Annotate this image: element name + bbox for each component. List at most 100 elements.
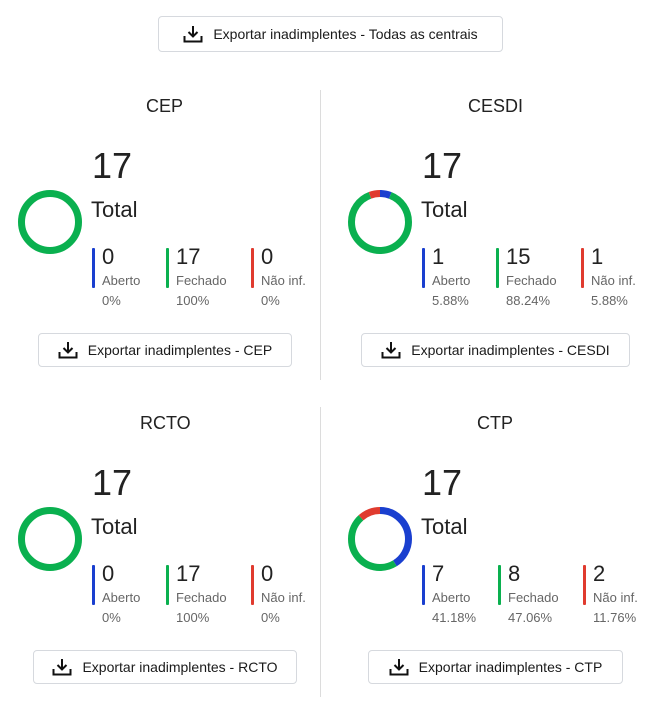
donut-segment-fechado bbox=[18, 507, 82, 571]
total-count: 17 bbox=[92, 145, 133, 186]
column-divider-top bbox=[320, 90, 321, 380]
aberto-bar bbox=[92, 248, 95, 288]
stat-label: Fechado bbox=[176, 273, 227, 288]
stat-percent: 88.24% bbox=[506, 293, 551, 308]
export-label: Exportar inadimplentes - CTP bbox=[418, 659, 603, 675]
total-label: Total bbox=[91, 514, 138, 539]
total-count: 17 bbox=[92, 462, 133, 503]
stat-percent: 0% bbox=[261, 610, 280, 625]
panel-title: RCTO bbox=[140, 413, 191, 433]
stat-value: 0 bbox=[261, 561, 274, 586]
nao-inf-bar bbox=[583, 565, 586, 605]
export-rcto-button[interactable]: Exportar inadimplentes - RCTO bbox=[33, 650, 297, 684]
total-count: 17 bbox=[422, 145, 463, 186]
total-label: Total bbox=[91, 197, 138, 222]
stat-aberto: 0 Aberto 0% bbox=[92, 246, 140, 309]
stat-percent: 47.06% bbox=[508, 610, 553, 625]
stat-label: Aberto bbox=[102, 590, 141, 605]
donut-segment-fechado bbox=[18, 190, 82, 254]
donut-segment-fechado bbox=[348, 507, 412, 571]
total-label: Total bbox=[421, 197, 468, 222]
stat-label: Fechado bbox=[508, 590, 559, 605]
download-icon bbox=[381, 341, 401, 359]
stat-percent: 100% bbox=[176, 610, 210, 625]
stat-label: Não inf. bbox=[261, 590, 306, 605]
export-all-button[interactable]: Exportar inadimplentes - Todas as centra… bbox=[158, 16, 503, 52]
stat-label: Fechado bbox=[506, 273, 557, 288]
stat-fechado: 17 Fechado 100% bbox=[166, 246, 227, 309]
fechado-bar bbox=[166, 565, 169, 605]
panel-title: CTP bbox=[477, 413, 513, 433]
panel-ctp: CTP 17 Total 7 Aberto 41.18% 8 Fechado 4… bbox=[330, 413, 650, 701]
download-icon bbox=[183, 25, 203, 43]
panel-cesdi: CESDI 17 Total 1 Aberto 5.88% 15 Fechado… bbox=[330, 96, 650, 396]
status-donut-chart bbox=[348, 507, 412, 571]
stat-value: 2 bbox=[593, 561, 606, 586]
total-count: 17 bbox=[422, 462, 463, 503]
stat-value: 7 bbox=[432, 561, 445, 586]
download-icon bbox=[389, 658, 409, 676]
stat-percent: 5.88% bbox=[432, 293, 469, 308]
stat-label: Não inf. bbox=[591, 273, 636, 288]
stat-percent: 5.88% bbox=[591, 293, 628, 308]
donut-segment-nao-inf bbox=[348, 507, 412, 571]
stat-nao-inf: 2 Não inf. 11.76% bbox=[583, 563, 638, 626]
status-donut-chart bbox=[348, 190, 412, 254]
stat-value: 15 bbox=[506, 244, 531, 269]
status-donut-chart bbox=[18, 190, 82, 254]
export-label: Exportar inadimplentes - CESDI bbox=[411, 342, 610, 358]
stat-percent: 11.76% bbox=[593, 610, 637, 625]
stat-percent: 0% bbox=[102, 293, 121, 308]
stat-fechado: 17 Fechado 100% bbox=[166, 563, 227, 626]
stat-fechado: 15 Fechado 88.24% bbox=[496, 246, 557, 309]
nao-inf-bar bbox=[251, 248, 254, 288]
donut-segment-fechado bbox=[348, 190, 412, 254]
status-donut-chart bbox=[18, 507, 82, 571]
fechado-bar bbox=[498, 565, 501, 605]
stat-value: 0 bbox=[102, 561, 115, 586]
fechado-bar bbox=[496, 248, 499, 288]
stat-value: 17 bbox=[176, 561, 201, 586]
stat-percent: 0% bbox=[102, 610, 121, 625]
stat-label: Não inf. bbox=[593, 590, 638, 605]
aberto-bar bbox=[92, 565, 95, 605]
export-ctp-button[interactable]: Exportar inadimplentes - CTP bbox=[368, 650, 623, 684]
stat-value: 8 bbox=[508, 561, 521, 586]
aberto-bar bbox=[422, 248, 425, 288]
panel-title: CESDI bbox=[468, 96, 524, 116]
download-icon bbox=[58, 341, 78, 359]
stat-label: Aberto bbox=[432, 590, 471, 605]
stat-percent: 41.18% bbox=[432, 610, 477, 625]
donut-segment-nao-inf bbox=[348, 190, 412, 254]
stat-value: 1 bbox=[432, 244, 445, 269]
aberto-bar bbox=[422, 565, 425, 605]
stat-value: 17 bbox=[176, 244, 201, 269]
stat-aberto: 0 Aberto 0% bbox=[92, 563, 140, 626]
panel-cep: CEP 17 Total 0 Aberto 0% 17 Fechado 100%… bbox=[0, 96, 320, 396]
nao-inf-bar bbox=[251, 565, 254, 605]
panel-title: CEP bbox=[146, 96, 184, 116]
panel-rcto: RCTO 17 Total 0 Aberto 0% 17 Fechado 100… bbox=[0, 413, 320, 701]
stat-label: Aberto bbox=[432, 273, 471, 288]
nao-inf-bar bbox=[581, 248, 584, 288]
stat-label: Fechado bbox=[176, 590, 227, 605]
stat-fechado: 8 Fechado 47.06% bbox=[498, 563, 559, 626]
export-all-label: Exportar inadimplentes - Todas as centra… bbox=[213, 26, 478, 42]
stat-value: 1 bbox=[591, 244, 604, 269]
export-cep-button[interactable]: Exportar inadimplentes - CEP bbox=[38, 333, 292, 367]
stat-value: 0 bbox=[261, 244, 274, 269]
stat-aberto: 7 Aberto 41.18% bbox=[422, 563, 476, 626]
column-divider-bottom bbox=[320, 407, 321, 697]
export-label: Exportar inadimplentes - RCTO bbox=[82, 659, 278, 675]
stat-nao-inf: 0 Não inf. 0% bbox=[251, 563, 306, 626]
export-cesdi-button[interactable]: Exportar inadimplentes - CESDI bbox=[361, 333, 630, 367]
stat-nao-inf: 0 Não inf. 0% bbox=[251, 246, 306, 309]
stat-percent: 100% bbox=[176, 293, 210, 308]
stat-nao-inf: 1 Não inf. 5.88% bbox=[581, 246, 636, 309]
total-label: Total bbox=[421, 514, 468, 539]
stat-label: Não inf. bbox=[261, 273, 306, 288]
stat-value: 0 bbox=[102, 244, 115, 269]
stat-percent: 0% bbox=[261, 293, 280, 308]
stat-aberto: 1 Aberto 5.88% bbox=[422, 246, 470, 309]
download-icon bbox=[52, 658, 72, 676]
